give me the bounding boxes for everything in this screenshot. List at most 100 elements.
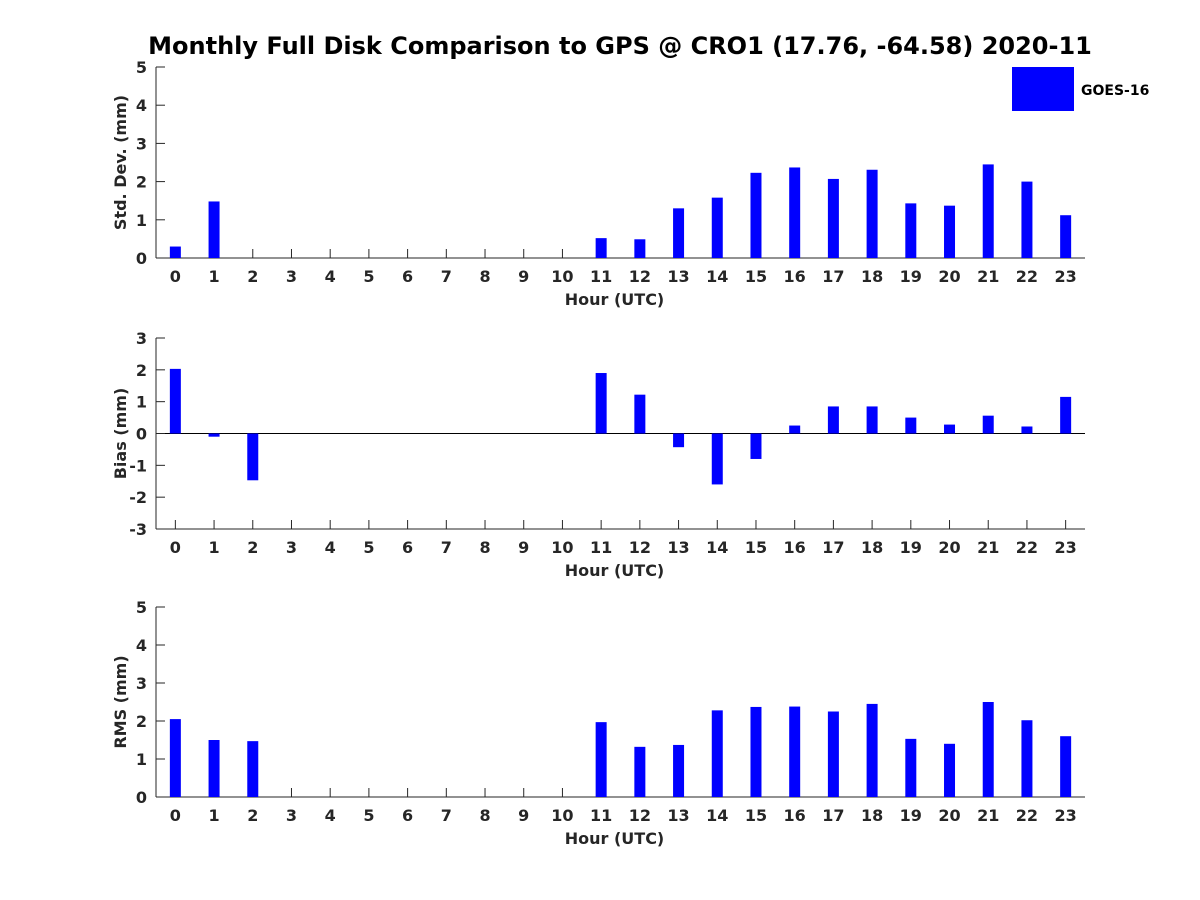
x-tick-label: 2 bbox=[247, 267, 258, 286]
bar-hour-15 bbox=[750, 433, 762, 459]
bar-hour-16 bbox=[789, 425, 801, 434]
bar-hour-14 bbox=[711, 710, 723, 797]
y-tick-label: 1 bbox=[136, 393, 147, 412]
bar-hour-22 bbox=[1021, 426, 1033, 434]
x-tick-label: 6 bbox=[402, 806, 413, 825]
bar-hour-15 bbox=[750, 706, 762, 797]
bar-hour-16 bbox=[789, 706, 801, 797]
x-tick-label: 18 bbox=[861, 538, 883, 557]
x-tick-label: 22 bbox=[1016, 806, 1038, 825]
x-tick-label: 9 bbox=[518, 538, 529, 557]
x-tick-label: 13 bbox=[667, 267, 689, 286]
bar-hour-13 bbox=[673, 433, 685, 448]
bar-hour-22 bbox=[1021, 720, 1033, 797]
bar-hour-23 bbox=[1060, 396, 1072, 434]
bar-hour-17 bbox=[827, 406, 839, 434]
y-tick-label: -2 bbox=[129, 488, 147, 507]
x-tick-label: 18 bbox=[861, 806, 883, 825]
legend-label: GOES-16 bbox=[1081, 83, 1149, 99]
x-tick-label: 13 bbox=[667, 806, 689, 825]
legend-swatch bbox=[1012, 67, 1074, 111]
bar-hour-0 bbox=[169, 246, 181, 258]
bar-hour-20 bbox=[944, 205, 956, 258]
bar-hour-1 bbox=[208, 740, 220, 797]
y-tick-label: 5 bbox=[136, 598, 147, 617]
bar-hour-2 bbox=[247, 741, 259, 797]
chart-title: Monthly Full Disk Comparison to GPS @ CR… bbox=[148, 32, 1092, 60]
bar-hour-20 bbox=[944, 424, 956, 434]
x-tick-label: 6 bbox=[402, 267, 413, 286]
y-tick-label: 4 bbox=[136, 636, 147, 655]
x-tick-label: 19 bbox=[900, 267, 922, 286]
x-tick-label: 16 bbox=[784, 538, 806, 557]
bar-hour-16 bbox=[789, 167, 801, 258]
y-axis-label: Bias (mm) bbox=[111, 388, 130, 480]
x-tick-label: 6 bbox=[402, 538, 413, 557]
x-tick-label: 3 bbox=[286, 806, 297, 825]
x-tick-label: 21 bbox=[977, 267, 999, 286]
y-tick-label: -1 bbox=[129, 456, 147, 475]
bar-hour-11 bbox=[595, 373, 607, 434]
x-tick-label: 11 bbox=[590, 806, 612, 825]
y-tick-label: 4 bbox=[136, 96, 147, 115]
bar-hour-0 bbox=[169, 719, 181, 797]
x-tick-label: 1 bbox=[208, 267, 219, 286]
x-tick-label: 0 bbox=[170, 806, 181, 825]
x-axis-label: Hour (UTC) bbox=[565, 290, 665, 309]
x-tick-label: 17 bbox=[822, 806, 844, 825]
x-tick-label: 16 bbox=[784, 267, 806, 286]
x-tick-label: 15 bbox=[745, 806, 767, 825]
x-tick-label: 15 bbox=[745, 538, 767, 557]
bar-hour-21 bbox=[982, 702, 994, 797]
x-tick-label: 14 bbox=[706, 538, 728, 557]
x-tick-label: 7 bbox=[441, 267, 452, 286]
x-tick-label: 3 bbox=[286, 267, 297, 286]
bar-hour-20 bbox=[944, 743, 956, 797]
x-tick-label: 5 bbox=[363, 538, 374, 557]
x-tick-label: 23 bbox=[1055, 806, 1077, 825]
bar-hour-12 bbox=[634, 394, 646, 434]
x-tick-label: 19 bbox=[900, 538, 922, 557]
y-tick-label: 1 bbox=[136, 211, 147, 230]
x-tick-label: 4 bbox=[325, 806, 336, 825]
bar-hour-1 bbox=[208, 433, 220, 437]
x-tick-label: 0 bbox=[170, 538, 181, 557]
x-tick-label: 13 bbox=[667, 538, 689, 557]
bar-hour-18 bbox=[866, 169, 878, 258]
y-tick-label: 2 bbox=[136, 173, 147, 192]
bar-hour-21 bbox=[982, 164, 994, 258]
x-tick-label: 2 bbox=[247, 806, 258, 825]
y-tick-label: 1 bbox=[136, 750, 147, 769]
x-tick-label: 12 bbox=[629, 806, 651, 825]
bar-hour-17 bbox=[827, 178, 839, 258]
y-tick-label: -3 bbox=[129, 520, 147, 539]
y-tick-label: 3 bbox=[136, 674, 147, 693]
bar-hour-17 bbox=[827, 711, 839, 797]
y-tick-label: 0 bbox=[136, 788, 147, 807]
x-tick-label: 10 bbox=[551, 806, 573, 825]
bar-hour-19 bbox=[905, 738, 917, 797]
x-tick-label: 7 bbox=[441, 538, 452, 557]
bar-hour-0 bbox=[169, 368, 181, 434]
bar-hour-2 bbox=[247, 433, 259, 481]
x-tick-label: 22 bbox=[1016, 267, 1038, 286]
x-tick-label: 14 bbox=[706, 267, 728, 286]
x-tick-label: 22 bbox=[1016, 538, 1038, 557]
x-axis-label: Hour (UTC) bbox=[565, 829, 665, 848]
bar-hour-14 bbox=[711, 197, 723, 258]
bar-hour-13 bbox=[673, 744, 685, 797]
x-tick-label: 12 bbox=[629, 267, 651, 286]
x-tick-label: 3 bbox=[286, 538, 297, 557]
x-tick-label: 8 bbox=[479, 538, 490, 557]
x-tick-label: 20 bbox=[938, 538, 960, 557]
y-tick-label: 5 bbox=[136, 58, 147, 77]
bar-hour-12 bbox=[634, 746, 646, 797]
x-tick-label: 1 bbox=[208, 538, 219, 557]
y-tick-label: 2 bbox=[136, 712, 147, 731]
x-tick-label: 16 bbox=[784, 806, 806, 825]
x-tick-label: 21 bbox=[977, 806, 999, 825]
bar-hour-22 bbox=[1021, 181, 1033, 258]
